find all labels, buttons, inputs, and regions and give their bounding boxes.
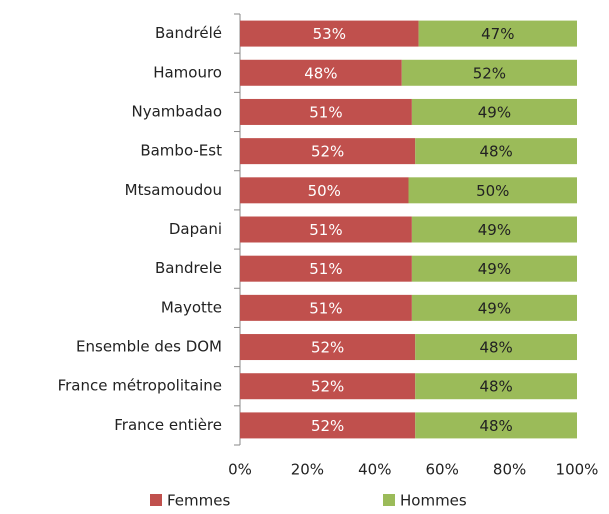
bar-segment: [415, 373, 577, 400]
value-label: 48%: [479, 378, 512, 396]
bar-segment: [240, 20, 419, 47]
value-label: 48%: [479, 143, 512, 161]
bar-segment: [418, 20, 577, 47]
bar-segment: [408, 177, 577, 204]
bar-segment: [411, 216, 577, 243]
bar-segment: [240, 177, 409, 204]
category-label: Hamouro: [153, 63, 222, 81]
bar-segment: [240, 334, 416, 361]
category-label: Dapani: [169, 220, 222, 238]
value-label: 50%: [308, 182, 341, 200]
value-label: 51%: [309, 103, 342, 121]
category-label: Bambo-Est: [140, 142, 222, 160]
bar-segment: [240, 59, 402, 86]
bar-segment: [240, 138, 416, 165]
bar-segment: [240, 373, 416, 400]
value-label: 50%: [476, 182, 509, 200]
bar-segment: [415, 412, 577, 439]
value-label: 52%: [311, 417, 344, 435]
bar-segment: [411, 98, 577, 125]
category-label: Mtsamoudou: [125, 181, 222, 199]
category-label: Bandrélé: [155, 24, 222, 42]
bar-segment: [401, 59, 577, 86]
legend-label: Femmes: [167, 492, 230, 510]
legend-swatch: [150, 494, 162, 506]
x-tick-label: 100%: [556, 461, 599, 479]
category-label: Nyambadao: [131, 102, 222, 120]
category-label: Mayotte: [161, 298, 222, 316]
value-label: 49%: [478, 260, 511, 278]
value-label: 52%: [311, 143, 344, 161]
category-label: France entière: [114, 416, 222, 434]
bar-segment: [240, 98, 412, 125]
bar-segment: [415, 138, 577, 165]
value-label: 51%: [309, 260, 342, 278]
x-tick-label: 60%: [426, 461, 459, 479]
x-tick-label: 0%: [228, 461, 252, 479]
category-label: Bandrele: [155, 259, 222, 277]
value-label: 49%: [478, 299, 511, 317]
value-label: 53%: [313, 25, 346, 43]
bar-segment: [240, 216, 412, 243]
x-tick-label: 20%: [291, 461, 324, 479]
value-label: 52%: [473, 64, 506, 82]
value-label: 51%: [309, 299, 342, 317]
value-label: 49%: [478, 103, 511, 121]
bar-segment: [240, 294, 412, 321]
bar-segment: [415, 334, 577, 361]
bar-segment: [411, 255, 577, 282]
value-label: 52%: [311, 339, 344, 357]
legend-label: Hommes: [400, 492, 467, 510]
x-tick-label: 80%: [493, 461, 526, 479]
bar-segment: [240, 255, 412, 282]
legend-swatch: [383, 494, 395, 506]
category-label: Ensemble des DOM: [76, 338, 222, 356]
value-label: 47%: [481, 25, 514, 43]
value-label: 48%: [479, 417, 512, 435]
value-label: 52%: [311, 378, 344, 396]
x-tick-label: 40%: [358, 461, 391, 479]
value-label: 48%: [304, 64, 337, 82]
category-label: France métropolitaine: [58, 377, 222, 395]
bar-segment: [411, 294, 577, 321]
bar-segment: [240, 412, 416, 439]
value-label: 48%: [479, 339, 512, 357]
value-label: 51%: [309, 221, 342, 239]
value-label: 49%: [478, 221, 511, 239]
